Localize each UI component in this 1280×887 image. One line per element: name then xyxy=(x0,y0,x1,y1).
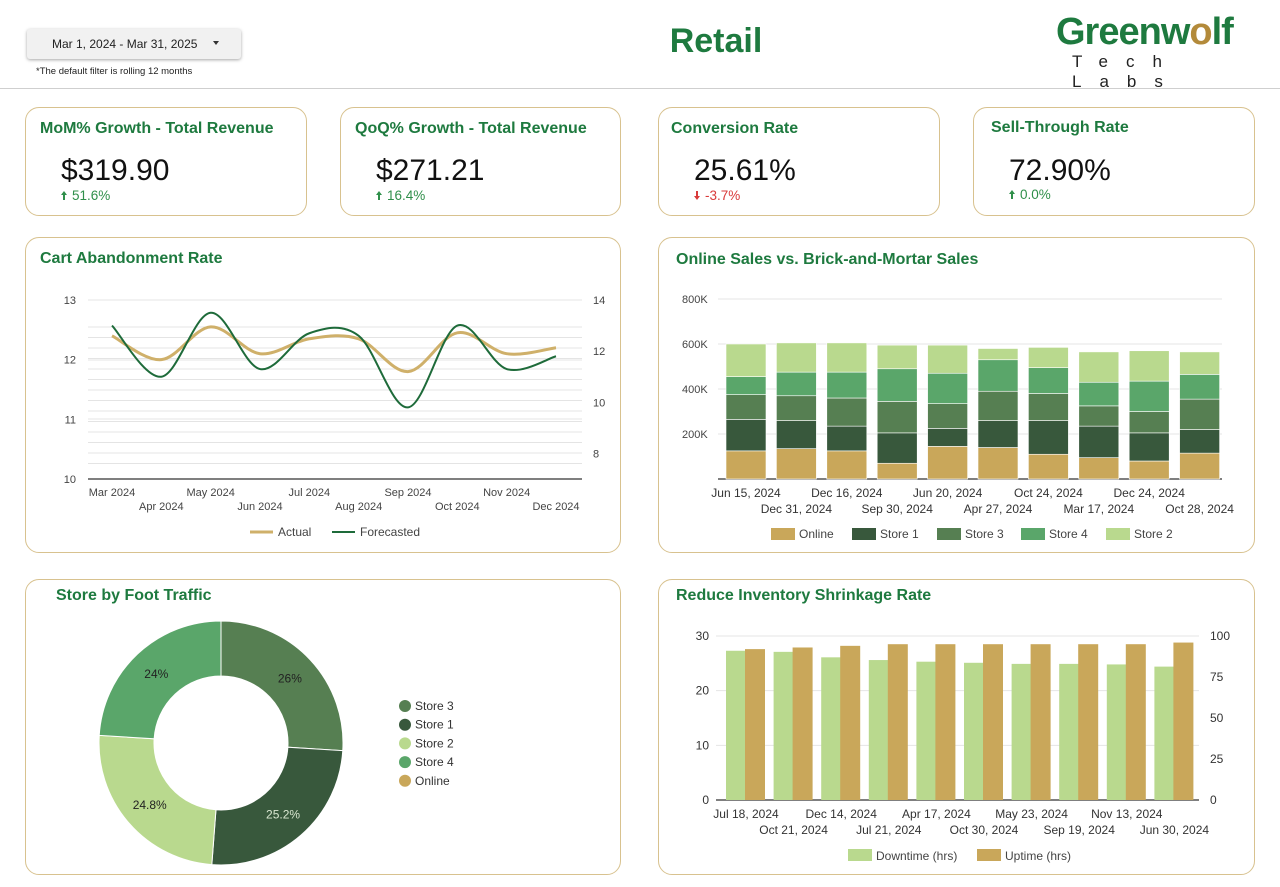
kpi-delta: 51.6% xyxy=(61,188,110,203)
arrow-up-icon xyxy=(61,191,67,200)
arrow-up-icon xyxy=(376,191,382,200)
arrow-up-icon xyxy=(1009,190,1015,199)
kpi-value: $271.21 xyxy=(376,154,485,187)
page-title: Retail xyxy=(669,22,763,60)
kpi-delta: 16.4% xyxy=(376,188,425,203)
card-online-vs-store-sales: Online Sales vs. Brick-and-Mortar Sales xyxy=(658,237,1255,553)
chart-title: Store by Foot Traffic xyxy=(56,587,212,604)
kpi-value: $319.90 xyxy=(61,154,170,187)
card-inventory-shrinkage: Reduce Inventory Shrinkage Rate xyxy=(658,579,1255,875)
caret-down-icon xyxy=(213,41,219,45)
card-store-foot-traffic: Store by Foot Traffic xyxy=(25,579,621,875)
card-cart-abandonment: Cart Abandonment Rate xyxy=(25,237,621,553)
kpi-title: Sell-Through Rate xyxy=(991,119,1129,136)
kpi-title: MoM% Growth - Total Revenue xyxy=(40,120,274,137)
kpi-delta: -3.7% xyxy=(694,188,740,203)
arrow-down-icon xyxy=(694,191,700,200)
kpi-value: 72.90% xyxy=(1009,154,1111,187)
chart-title: Cart Abandonment Rate xyxy=(40,250,223,267)
kpi-value: 25.61% xyxy=(694,154,796,187)
date-range-filter[interactable]: Mar 1, 2024 - Mar 31, 2025 xyxy=(27,29,241,59)
chart-title: Online Sales vs. Brick-and-Mortar Sales xyxy=(676,251,979,268)
filter-note: *The default filter is rolling 12 months xyxy=(36,66,193,77)
logo-subtitle: Tech Labs xyxy=(1072,52,1181,91)
logo: Greenwolf Tech Labs xyxy=(1056,10,1270,91)
logo-wordmark: Greenwolf xyxy=(1056,11,1234,53)
header-divider xyxy=(0,88,1280,89)
kpi-card-sell-through-rate: Sell-Through Rate 72.90% 0.0% xyxy=(973,107,1255,216)
kpi-card-qoq-growth: QoQ% Growth - Total Revenue $271.21 16.4… xyxy=(340,107,621,216)
kpi-card-conversion-rate: Conversion Rate 25.61% -3.7% xyxy=(658,107,940,216)
kpi-delta: 0.0% xyxy=(1009,187,1051,202)
chart-title: Reduce Inventory Shrinkage Rate xyxy=(676,587,932,604)
date-range-text: Mar 1, 2024 - Mar 31, 2025 xyxy=(52,37,198,51)
kpi-title: QoQ% Growth - Total Revenue xyxy=(355,120,587,137)
kpi-card-mom-growth: MoM% Growth - Total Revenue $319.90 51.6… xyxy=(25,107,307,216)
kpi-title: Conversion Rate xyxy=(671,120,799,137)
